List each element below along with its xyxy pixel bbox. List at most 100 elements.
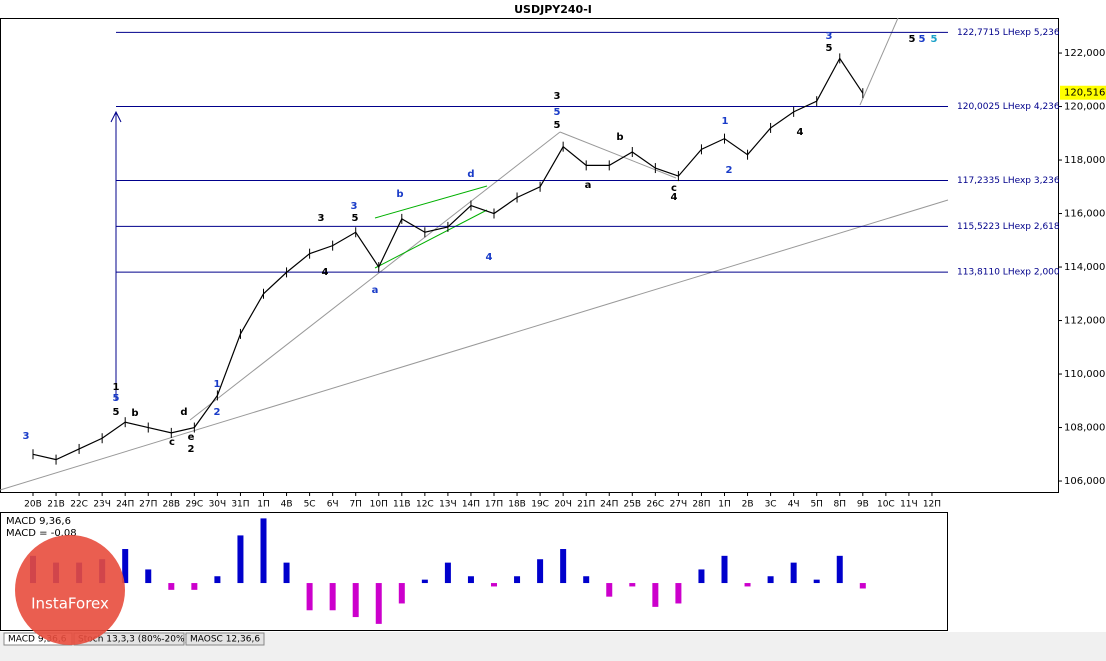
price-tag [1060, 85, 1106, 100]
x-tick-label: 1П [718, 500, 731, 510]
level-label: 117,2335 LHexp 3,236 [957, 176, 1060, 186]
wave-label: 5 [352, 213, 359, 224]
y-tick-label: 116,000 [1064, 209, 1105, 220]
trend-line [0, 199, 949, 491]
macd-bar [398, 583, 405, 604]
tab-label: Stoch 13,3,3 (80%-20%) [78, 635, 188, 645]
x-tick-label: 9В [857, 500, 869, 510]
wave-label: 1 [722, 116, 729, 127]
macd-bar [191, 583, 198, 590]
wave-label: 5 [113, 393, 120, 404]
macd-bar [329, 583, 336, 611]
wave-label: 5 [554, 120, 561, 131]
macd-bar [444, 562, 451, 584]
level-label: 113,8110 LHexp 2,000 [957, 268, 1060, 278]
watermark: InstaForex [15, 535, 125, 645]
macd-bar [375, 583, 382, 624]
macd-bar [629, 583, 636, 587]
price-tag-label: 120,516 [1064, 88, 1105, 99]
wave-label: e [188, 432, 195, 443]
x-tick-label: 11Ч [900, 500, 918, 510]
x-tick-label: 14П [462, 500, 480, 510]
y-tick-label: 108,000 [1064, 423, 1105, 434]
macd-bar [813, 579, 820, 584]
x-tick-label: 23Ч [93, 500, 111, 510]
wave-label: 5 [909, 34, 916, 45]
macd-bar [767, 576, 774, 584]
wave-label: 2 [188, 444, 195, 455]
x-tick-label: 5П [810, 500, 823, 510]
x-tick-label: 12П [923, 500, 941, 510]
trend-line [559, 131, 677, 179]
macd-bar [514, 576, 521, 584]
wave-label: c [169, 437, 175, 448]
macd-bar [122, 549, 129, 584]
tab-label: MACD 9,36,6 [8, 635, 67, 645]
macd-bar [260, 518, 267, 584]
wave-label: 5 [113, 407, 120, 418]
y-tick-label: 110,000 [1064, 369, 1105, 380]
x-tick-label: 25В [623, 500, 641, 510]
x-tick-label: 11В [393, 500, 411, 510]
wave-label: 3 [23, 431, 30, 442]
wave-label: 1 [214, 379, 221, 390]
wave-label: 5 [826, 43, 833, 54]
macd-bar [421, 579, 428, 584]
wave-label: 4 [671, 192, 678, 203]
x-tick-label: 4Ч [788, 500, 800, 510]
x-tick-label: 21П [577, 500, 595, 510]
x-tick-label: 24П [116, 500, 134, 510]
y-tick-label: 106,000 [1064, 476, 1105, 487]
tab[interactable] [185, 632, 265, 646]
plot-frame [0, 18, 1059, 493]
wave-label: 4 [322, 267, 329, 278]
macd-bar [836, 555, 843, 584]
x-tick-label: 20Ч [554, 500, 572, 510]
channel-line [374, 209, 488, 269]
y-tick-label: 114,000 [1064, 262, 1105, 273]
macd-bar [537, 559, 544, 584]
macd-title: MACD 9,36,6 [6, 516, 71, 527]
macd-bar [790, 562, 797, 584]
y-tick-label: 120,000 [1064, 102, 1105, 113]
arrow-head [110, 110, 122, 123]
wave-label: 3 [318, 213, 325, 224]
x-tick-label: 19С [531, 500, 549, 510]
macd-bar [560, 549, 567, 584]
x-tick-label: 7П [349, 500, 362, 510]
x-tick-label: 12С [416, 500, 434, 510]
macd-bar [214, 576, 221, 584]
watermark-badge [15, 535, 125, 645]
channel-line [374, 185, 488, 219]
x-tick-label: 30Ч [209, 500, 227, 510]
wave-label: 5 [919, 34, 926, 45]
wave-label: 3 [351, 201, 358, 212]
x-tick-label: 20В [24, 500, 42, 510]
macd-bar [744, 583, 751, 587]
wave-label: 3 [826, 31, 833, 42]
wave-label: 5 [554, 107, 561, 118]
macd-bar [467, 576, 474, 584]
watermark-text: InstaForex [31, 595, 109, 613]
x-tick-label: 28В [162, 500, 180, 510]
x-tick-label: 26С [646, 500, 664, 510]
macd-bar [606, 583, 613, 597]
macd-bar [237, 535, 244, 584]
macd-bar [145, 569, 152, 584]
macd-frame [0, 512, 948, 631]
macd-bar [306, 583, 313, 611]
wave-label: d [180, 407, 187, 418]
wave-label: d [467, 169, 474, 180]
wave-label: a [372, 285, 379, 296]
wave-label: b [131, 408, 138, 419]
tab-label: MAOSC 12,36,6 [190, 635, 260, 645]
wave-label: 3 [554, 91, 561, 102]
x-tick-label: 13Ч [439, 500, 457, 510]
macd-bar [283, 562, 290, 584]
x-tick-label: 8П [834, 500, 847, 510]
x-tick-label: 10С [877, 500, 895, 510]
level-label: 122,7715 LHexp 5,236 [957, 28, 1060, 38]
macd-bar [491, 583, 497, 587]
